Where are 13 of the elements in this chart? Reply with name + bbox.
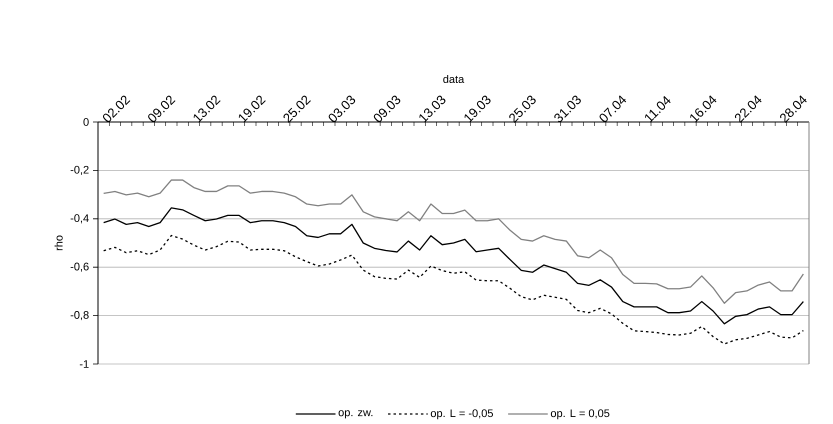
y-tick-label: -0,6 (70, 262, 89, 272)
y-tick-label: -0,2 (70, 166, 89, 175)
x-axis-title: data (443, 74, 464, 84)
y-tick-label: -0,4 (70, 214, 89, 224)
y-tick-label: 0 (83, 118, 89, 126)
legend-label: op. zw. (338, 410, 372, 418)
line-series (102, 179, 804, 304)
y-tick-label: -1 (80, 360, 89, 368)
y-axis-title: rho (54, 236, 63, 250)
legend-label: op. L = -0,05 (430, 409, 493, 420)
line-series (102, 234, 804, 345)
legend-label: op. L = 0,05 (550, 409, 610, 420)
y-tick-label: -0,8 (70, 311, 89, 320)
